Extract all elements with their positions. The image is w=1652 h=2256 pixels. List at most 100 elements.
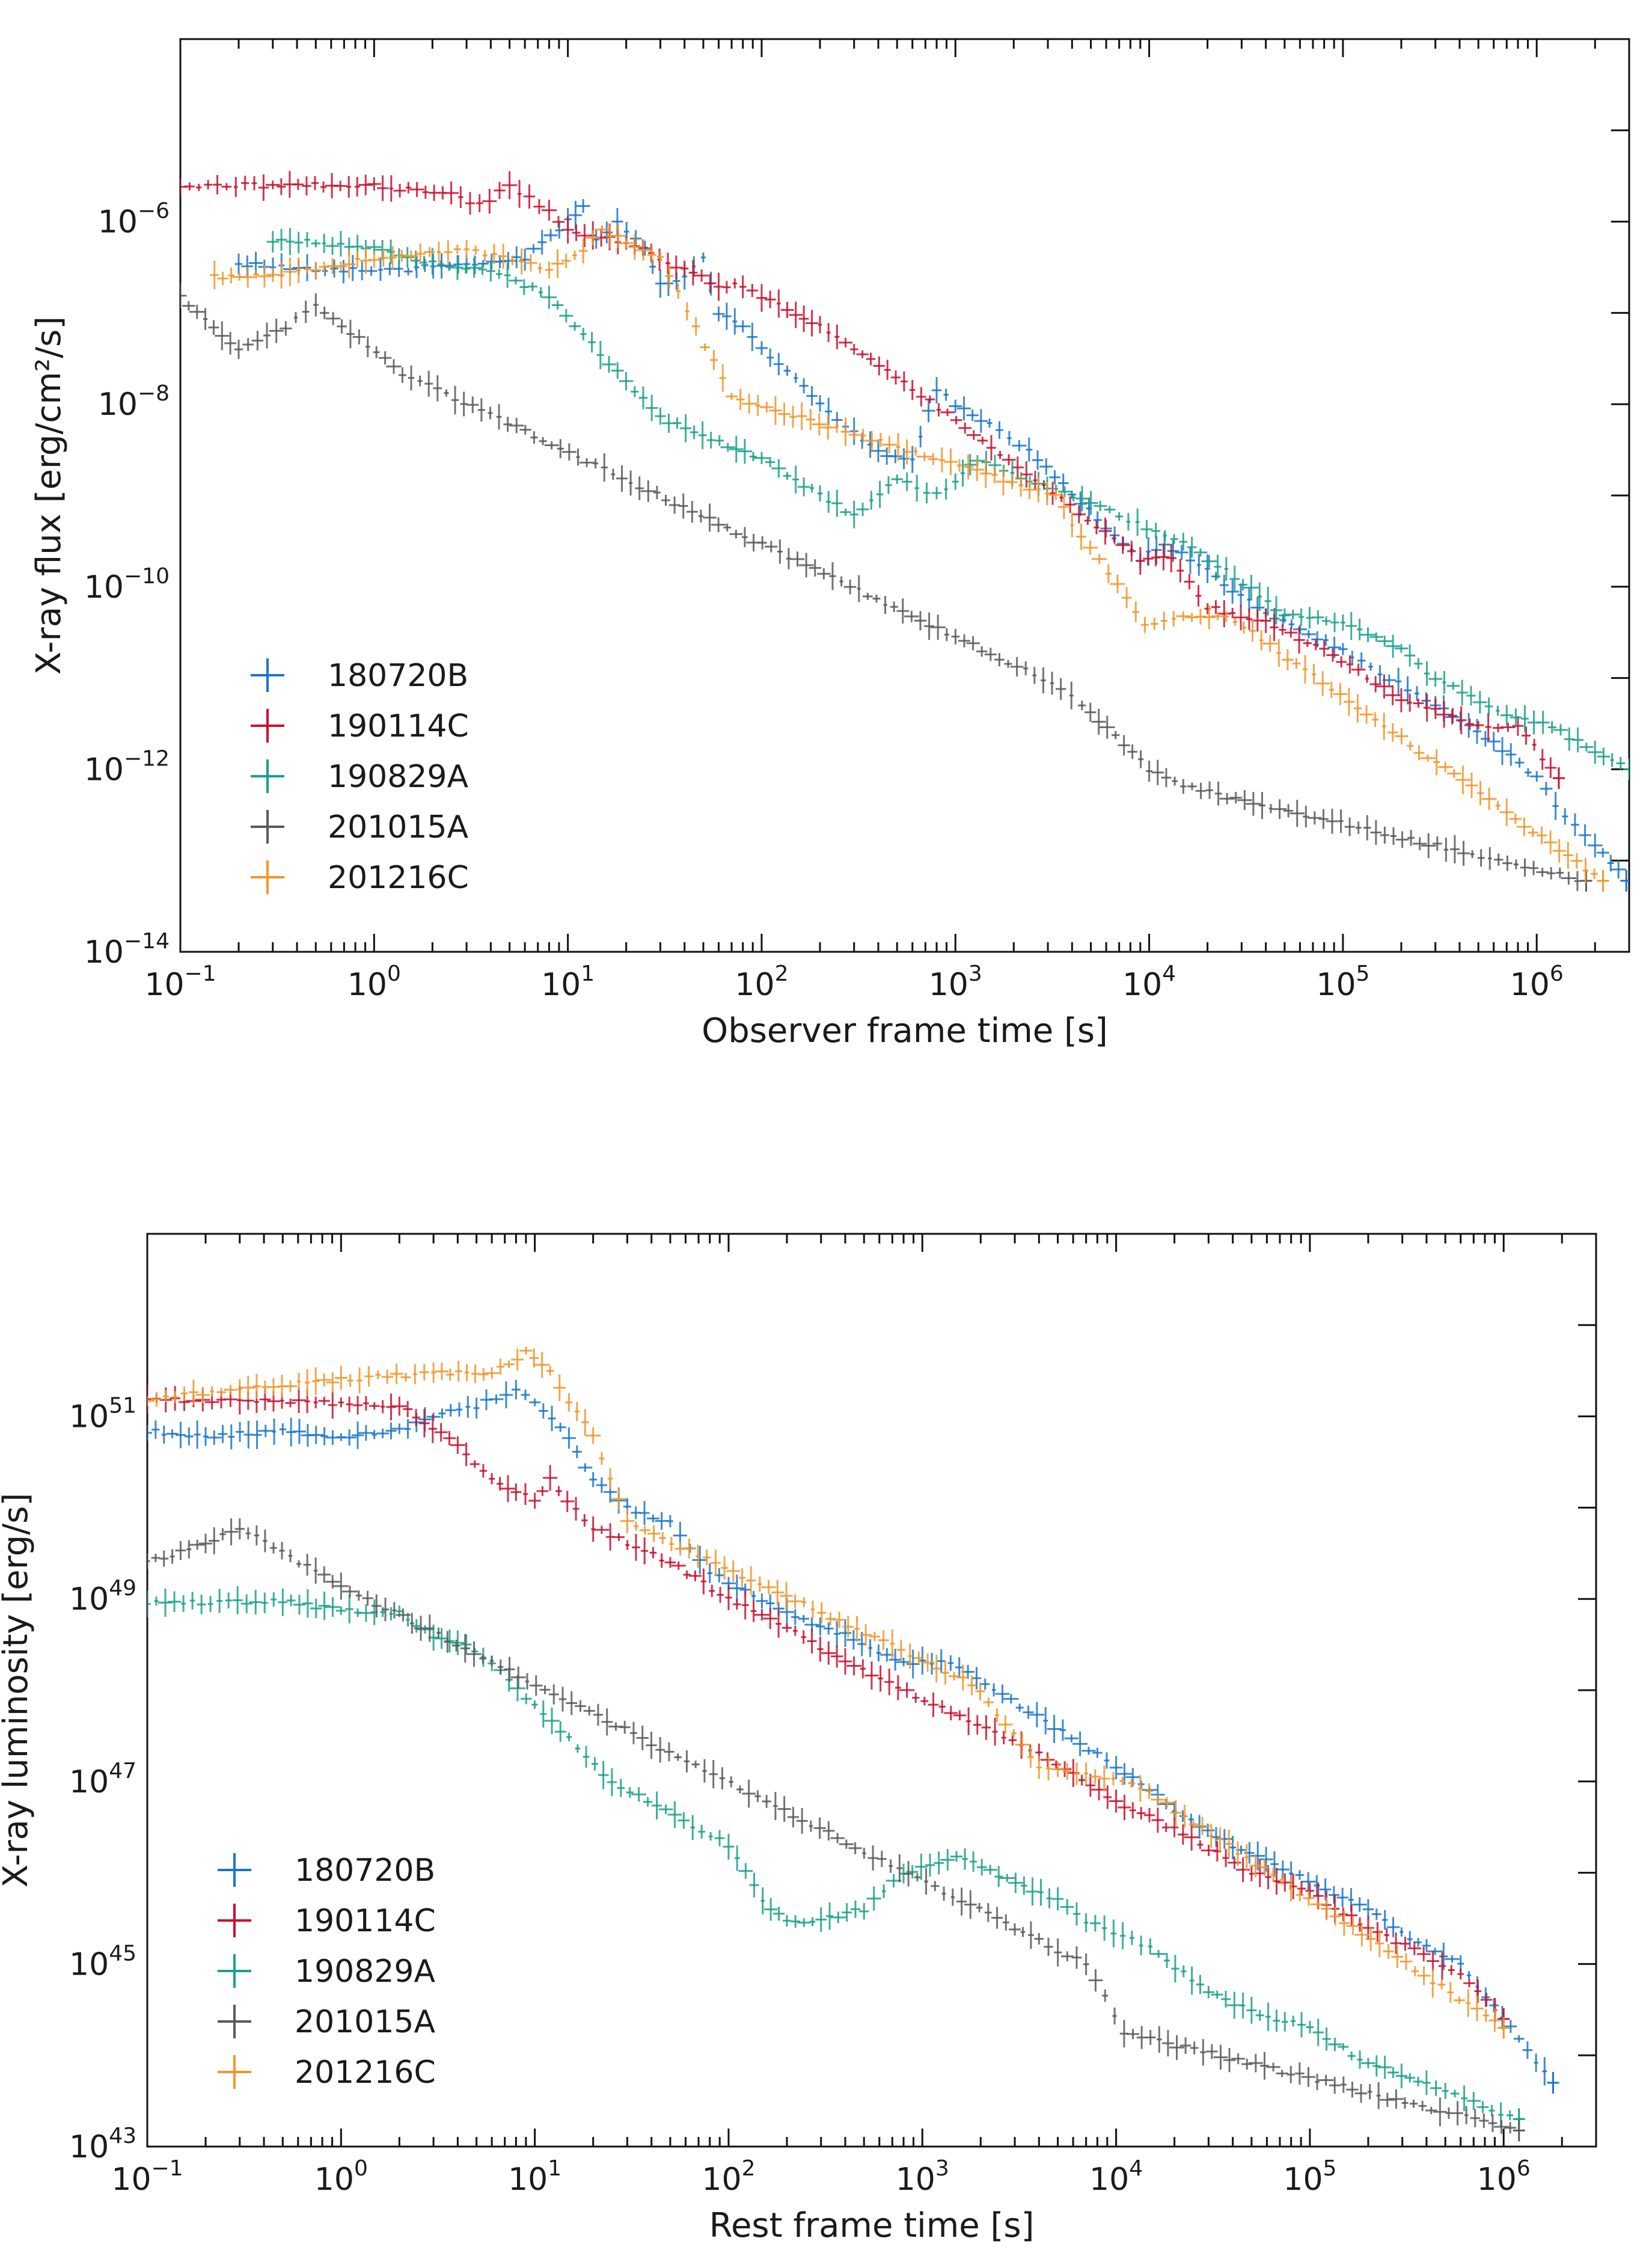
data-point <box>314 1557 318 1584</box>
data-point <box>924 612 934 640</box>
data-point <box>625 1540 630 1550</box>
data-point <box>896 1640 906 1660</box>
data-point <box>1528 828 1538 838</box>
data-point <box>498 1659 504 1675</box>
data-point <box>809 483 815 492</box>
data-point <box>171 1391 179 1403</box>
data-point <box>1249 1854 1262 1878</box>
x-tick-label: 103 <box>896 2156 949 2198</box>
data-point <box>1416 1946 1431 1961</box>
data-point <box>646 1514 659 1523</box>
x-tick-label: 106 <box>1510 961 1564 1003</box>
data-point <box>994 1708 1000 1722</box>
data-point <box>876 480 884 508</box>
data-point <box>561 443 577 461</box>
data-point <box>241 176 249 191</box>
data-point <box>734 1845 740 1871</box>
data-point <box>691 1761 700 1768</box>
data-point <box>719 364 726 392</box>
data-point <box>147 1385 153 1414</box>
data-point <box>465 192 475 215</box>
data-point <box>1574 871 1581 891</box>
data-point <box>750 1600 757 1622</box>
data-point <box>895 1675 901 1700</box>
data-point <box>1484 697 1493 716</box>
data-point <box>578 238 588 264</box>
series-180720B <box>147 1379 1559 2094</box>
data-point <box>1448 1964 1455 1976</box>
data-point <box>667 1515 673 1528</box>
data-point <box>902 439 911 465</box>
data-point <box>1496 705 1500 716</box>
data-point <box>658 1804 673 1815</box>
data-point <box>251 331 264 351</box>
data-point <box>1102 1915 1107 1941</box>
data-point <box>725 1585 732 1610</box>
data-point <box>1249 1866 1254 1881</box>
data-point <box>159 1550 169 1567</box>
data-point <box>548 1406 556 1432</box>
data-point <box>1318 2074 1334 2086</box>
data-point <box>1427 1951 1439 1972</box>
data-point <box>333 180 347 191</box>
data-point <box>1561 871 1577 885</box>
data-point <box>1344 817 1355 836</box>
data-point <box>1415 685 1419 701</box>
data-point <box>456 1402 463 1417</box>
data-point <box>1532 738 1537 751</box>
legend-entry: 190829A <box>251 759 469 795</box>
data-point <box>916 387 926 407</box>
data-point <box>1023 480 1036 500</box>
data-point <box>1226 579 1240 604</box>
data-point <box>1047 1714 1062 1743</box>
data-point <box>525 1673 530 1690</box>
data-point <box>1466 1989 1471 2017</box>
data-point <box>1472 719 1482 744</box>
data-point <box>906 1649 920 1679</box>
data-point <box>1395 728 1409 745</box>
data-point <box>998 1715 1013 1734</box>
data-point <box>777 402 791 426</box>
data-point <box>830 1911 846 1923</box>
data-point <box>546 1366 554 1376</box>
data-point <box>889 1859 893 1873</box>
data-point <box>184 182 195 191</box>
data-point <box>489 1394 504 1404</box>
data-point <box>272 1418 277 1445</box>
data-point <box>690 1815 695 1841</box>
legend-label: 201216C <box>328 860 469 896</box>
data-point <box>901 472 913 491</box>
data-point <box>834 324 840 349</box>
data-point <box>1481 788 1497 811</box>
data-point <box>937 1649 946 1673</box>
data-point <box>296 1560 302 1568</box>
data-point <box>175 1421 186 1448</box>
data-point <box>881 436 897 453</box>
data-point <box>896 1854 903 1883</box>
data-point <box>1010 657 1024 677</box>
data-point <box>1380 826 1390 844</box>
data-point <box>891 474 904 484</box>
data-point <box>757 1576 762 1592</box>
data-point <box>1127 1779 1136 1788</box>
axis-ticks <box>179 38 1630 953</box>
data-point <box>817 1636 824 1662</box>
data-point <box>1464 2106 1469 2124</box>
data-point <box>671 1561 686 1570</box>
data-point <box>838 1648 852 1675</box>
data-point <box>496 404 502 430</box>
data-point <box>792 465 800 494</box>
data-point <box>646 1731 657 1759</box>
data-point <box>1400 1936 1410 1951</box>
data-point <box>1172 776 1178 786</box>
data-point <box>1240 1993 1246 2018</box>
data-point <box>940 408 955 416</box>
data-point <box>572 1497 580 1521</box>
data-point <box>252 1373 261 1399</box>
data-point <box>754 452 769 464</box>
data-point <box>320 181 327 193</box>
data-point <box>1582 857 1589 884</box>
y-tick-label: 10−8 <box>98 381 170 423</box>
data-point <box>782 1914 791 1926</box>
data-point <box>1395 831 1409 848</box>
